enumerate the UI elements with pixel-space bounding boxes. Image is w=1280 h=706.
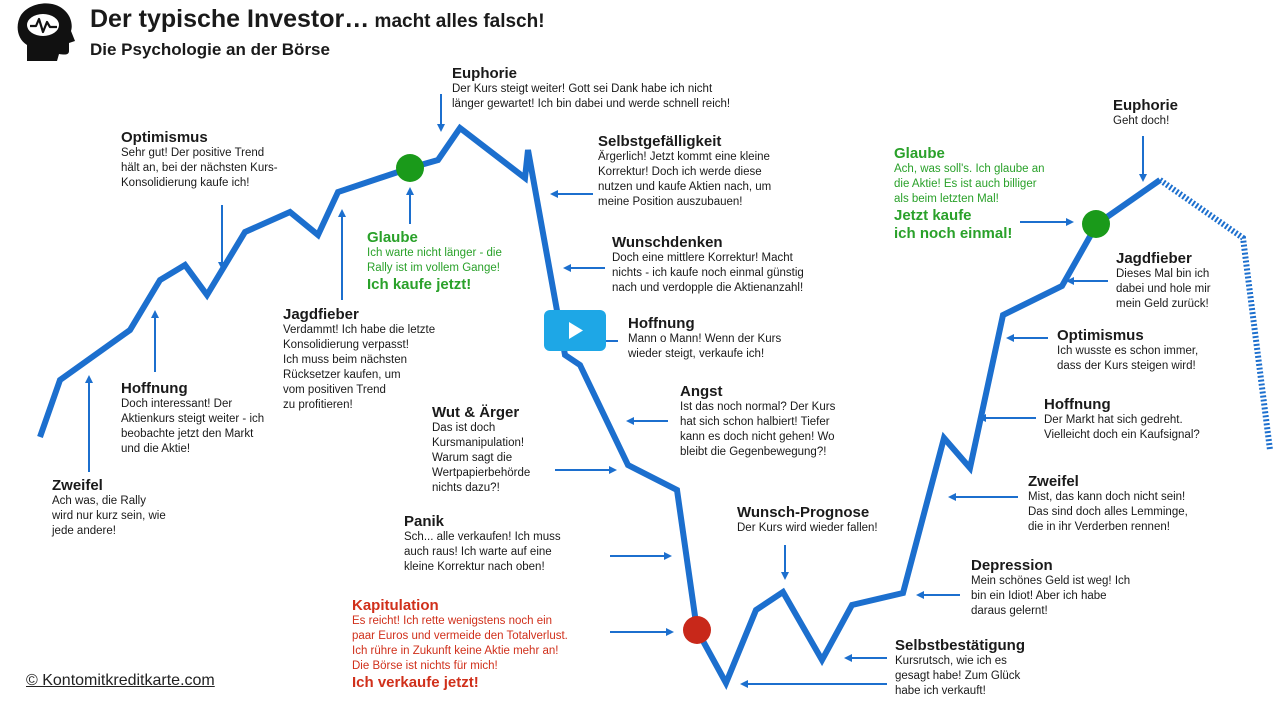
stage-selbstgefaelligkeit: Selbstgefälligkeit Ärgerlich! Jetzt komm… — [598, 133, 771, 210]
stage-hoffnung-1: Hoffnung Doch interessant! Der Aktienkur… — [121, 380, 264, 457]
page-subtitle: Die Psychologie an der Börse — [90, 40, 330, 59]
stage-text: Mann o Mann! Wenn der Kurs wieder steigt… — [628, 333, 782, 360]
stage-heading: Optimismus — [1057, 327, 1144, 344]
stage-call-to-action: Jetzt kaufe ich noch einmal! — [894, 207, 1013, 242]
stage-selbstbestaetigung: Selbstbestätigung Kursrutsch, wie ich es… — [895, 637, 1025, 699]
stage-call-to-action: Ich verkaufe jetzt! — [352, 674, 479, 691]
stage-kapitulation: Kapitulation Es reicht! Ich rette wenigs… — [352, 597, 568, 692]
stage-wunsch-prognose: Wunsch-Prognose Der Kurs wird wieder fal… — [737, 504, 878, 536]
stage-text: Geht doch! — [1113, 115, 1170, 127]
stage-text: Mein schönes Geld ist weg! Ich bin ein I… — [971, 575, 1131, 617]
stage-heading: Wunsch-Prognose — [737, 504, 870, 521]
copyright-link[interactable]: © Kontomitkreditkarte.com — [26, 672, 215, 689]
sell-marker — [683, 616, 711, 644]
stage-text: Sehr gut! Der positive Trend hält an, be… — [121, 147, 278, 189]
stage-heading: Hoffnung — [628, 315, 695, 332]
stage-heading: Glaube — [367, 229, 418, 246]
stage-text: Der Markt hat sich gedreht. Vielleicht d… — [1044, 414, 1200, 441]
video-play-button[interactable] — [544, 310, 606, 351]
stage-heading: Depression — [971, 557, 1053, 574]
play-icon — [569, 322, 583, 339]
stage-jagdfieber-2: Jagdfieber Dieses Mal bin ich dabei und … — [1116, 250, 1211, 312]
stage-heading: Selbstgefälligkeit — [598, 133, 722, 150]
price-line — [37, 123, 1162, 690]
stage-hoffnung-3: Hoffnung Der Markt hat sich gedreht. Vie… — [1044, 396, 1200, 443]
pointer-arrows — [85, 94, 1147, 688]
stage-heading: Kapitulation — [352, 597, 439, 614]
stage-text: Doch interessant! Der Aktienkurs steigt … — [121, 398, 265, 455]
stage-wut: Wut & Ärger Das ist doch Kursmanipulatio… — [432, 404, 530, 496]
stage-heading: Zweifel — [52, 477, 103, 494]
stage-text: Doch eine mittlere Korrektur! Macht nich… — [612, 252, 804, 294]
stage-zweifel-2: Zweifel Mist, das kann doch nicht sein! … — [1028, 473, 1188, 535]
stage-heading: Optimismus — [121, 129, 208, 146]
stage-heading: Jagdfieber — [283, 306, 359, 323]
stage-wunschdenken: Wunschdenken Doch eine mittlere Korrektu… — [612, 234, 804, 296]
stage-text: Ach, was soll's. Ich glaube an die Aktie… — [894, 163, 1045, 205]
buy-marker-1 — [396, 154, 424, 182]
stage-hoffnung-2: Hoffnung Mann o Mann! Wenn der Kurs wied… — [628, 315, 781, 362]
stage-jagdfieber-1: Jagdfieber Verdammt! Ich habe die letzte… — [283, 306, 435, 413]
stage-optimismus-1: Optimismus Sehr gut! Der positive Trend … — [121, 129, 278, 191]
stage-optimismus-2: Optimismus Ich wusste es schon immer, da… — [1057, 327, 1198, 374]
stage-glaube-1: Glaube Ich warte nicht länger - die Rall… — [367, 229, 502, 294]
stage-panik: Panik Sch... alle verkaufen! Ich muss au… — [404, 513, 561, 575]
stage-heading: Hoffnung — [1044, 396, 1111, 413]
stage-euphorie-1: Euphorie Der Kurs steigt weiter! Gott se… — [452, 65, 730, 112]
stage-text: Das ist doch Kursmanipulation! Warum sag… — [432, 422, 531, 494]
head-brain-icon — [17, 3, 75, 61]
stage-text: Dieses Mal bin ich dabei und hole mir me… — [1116, 268, 1211, 310]
stage-text: Verdammt! Ich habe die letzte Konsolidie… — [283, 324, 436, 411]
stage-heading: Wut & Ärger — [432, 404, 520, 421]
stage-glaube-2: Glaube Ach, was soll's. Ich glaube an di… — [894, 145, 1045, 243]
stage-heading: Euphorie — [452, 65, 518, 82]
projected-line — [1158, 177, 1273, 451]
stage-heading: Wunschdenken — [612, 234, 723, 251]
stage-heading: Panik — [404, 513, 445, 530]
stage-heading: Zweifel — [1028, 473, 1079, 490]
stage-heading: Jagdfieber — [1116, 250, 1192, 267]
stage-text: Ach was, die Rally wird nur kurz sein, w… — [52, 495, 166, 537]
stage-heading: Angst — [680, 383, 723, 400]
page-title: Der typische Investor… macht alles falsc… — [90, 5, 545, 33]
stage-text: Sch... alle verkaufen! Ich muss auch rau… — [404, 531, 561, 573]
stage-text: Ich wusste es schon immer, dass der Kurs… — [1057, 345, 1199, 372]
stage-heading: Euphorie — [1113, 97, 1179, 114]
stage-call-to-action: Ich kaufe jetzt! — [367, 276, 472, 293]
stage-euphorie-2: Euphorie Geht doch! — [1113, 97, 1178, 129]
stage-text: Der Kurs steigt weiter! Gott sei Dank ha… — [452, 83, 731, 110]
stage-text: Es reicht! Ich rette wenigstens noch ein… — [352, 615, 568, 672]
stage-text: Ist das noch normal? Der Kurs hat sich s… — [680, 401, 836, 458]
buy-marker-2 — [1082, 210, 1110, 238]
stage-text: Ich warte nicht länger - die Rally ist i… — [367, 247, 502, 274]
stage-heading: Glaube — [894, 145, 945, 162]
stage-text: Kursrutsch, wie ich es gesagt habe! Zum … — [895, 655, 1021, 697]
stage-text: Ärgerlich! Jetzt kommt eine kleine Korre… — [598, 151, 772, 208]
stage-depression: Depression Mein schönes Geld ist weg! Ic… — [971, 557, 1130, 619]
stage-heading: Hoffnung — [121, 380, 188, 397]
stage-text: Mist, das kann doch nicht sein! Das sind… — [1028, 491, 1188, 533]
stage-angst: Angst Ist das noch normal? Der Kurs hat … — [680, 383, 835, 460]
stage-text: Der Kurs wird wieder fallen! — [737, 522, 878, 534]
stage-heading: Selbstbestätigung — [895, 637, 1026, 654]
stage-zweifel-1: Zweifel Ach was, die Rally wird nur kurz… — [52, 477, 166, 539]
